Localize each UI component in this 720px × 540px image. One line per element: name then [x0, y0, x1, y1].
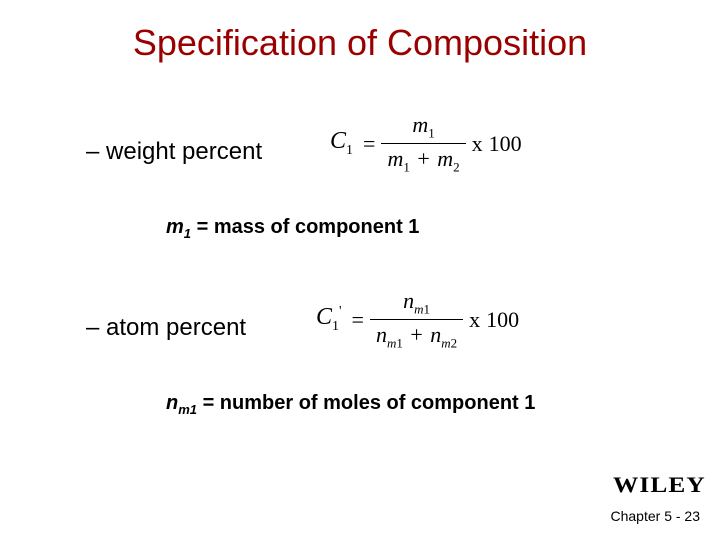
- times: x: [466, 131, 489, 157]
- den2-var: n: [430, 322, 441, 347]
- def-sub-idx: 1: [190, 402, 197, 417]
- const-100: 100: [486, 307, 519, 333]
- def-sub: 1: [184, 226, 191, 241]
- definition-nm1: nm1 = number of moles of component 1: [166, 392, 535, 417]
- def-sub: m1: [178, 402, 197, 417]
- numerator: nm1: [370, 288, 463, 320]
- def-text: = mass of component 1: [191, 216, 419, 238]
- den2-sub-idx: 2: [451, 336, 458, 351]
- den1-var: m: [387, 146, 403, 171]
- formula-weight-percent: C1 = m1 m1 + m2 x 100: [330, 112, 522, 176]
- def-sub-var: m: [178, 402, 190, 417]
- den2-var: m: [437, 146, 453, 171]
- slide: Specification of Composition – weight pe…: [0, 0, 720, 540]
- fraction: m1 m1 + m2: [381, 112, 465, 176]
- logo-text: WILEY: [613, 472, 706, 498]
- footer-page-ref: Chapter 5 - 23: [611, 508, 701, 524]
- num-sub-var: m: [414, 301, 423, 316]
- def-var: n: [166, 392, 178, 414]
- num-sub: 1: [428, 125, 435, 140]
- den2-sub: m2: [441, 336, 457, 351]
- lhs-sub: 1: [346, 143, 353, 158]
- den1-sub: 1: [403, 160, 410, 175]
- slide-title: Specification of Composition: [0, 22, 720, 64]
- den1-var: n: [376, 322, 387, 347]
- equals-sign: =: [346, 307, 370, 333]
- def-var: m: [166, 216, 184, 238]
- def-text: = number of moles of component 1: [197, 392, 535, 414]
- den2-sub-var: m: [441, 336, 450, 351]
- equation-row: C1' = nm1 nm1 + nm2 x 100: [316, 288, 519, 352]
- lhs-sup: ': [339, 304, 342, 319]
- den1-sub: m1: [387, 336, 403, 351]
- bullet-weight-percent: – weight percent: [86, 138, 262, 166]
- equals-sign: =: [357, 131, 381, 157]
- num-sub-idx: 1: [424, 301, 431, 316]
- lhs: C1': [316, 304, 346, 335]
- publisher-logo: WILEY: [619, 472, 700, 498]
- lhs-var: C: [330, 128, 346, 154]
- num-var: m: [412, 112, 428, 137]
- den-plus: +: [408, 322, 424, 347]
- times: x: [463, 307, 486, 333]
- numerator: m1: [381, 112, 465, 144]
- lhs: C1: [330, 128, 357, 159]
- denominator: m1 + m2: [381, 144, 465, 175]
- bullet-atom-percent: – atom percent: [86, 314, 246, 342]
- den2-sub: 2: [453, 160, 460, 175]
- den1-sub-var: m: [387, 336, 396, 351]
- lhs-var: C: [316, 304, 332, 330]
- formula-atom-percent: C1' = nm1 nm1 + nm2 x 100: [316, 288, 519, 352]
- den-plus: +: [415, 146, 431, 171]
- lhs-sub: 1: [332, 319, 339, 334]
- den1-sub-idx: 1: [396, 336, 403, 351]
- definition-m1: m1 = mass of component 1: [166, 216, 419, 241]
- equation-row: C1 = m1 m1 + m2 x 100: [330, 112, 522, 176]
- num-sub: m1: [414, 301, 430, 316]
- num-var: n: [403, 288, 414, 313]
- const-100: 100: [489, 131, 522, 157]
- denominator: nm1 + nm2: [370, 320, 463, 351]
- fraction: nm1 nm1 + nm2: [370, 288, 463, 352]
